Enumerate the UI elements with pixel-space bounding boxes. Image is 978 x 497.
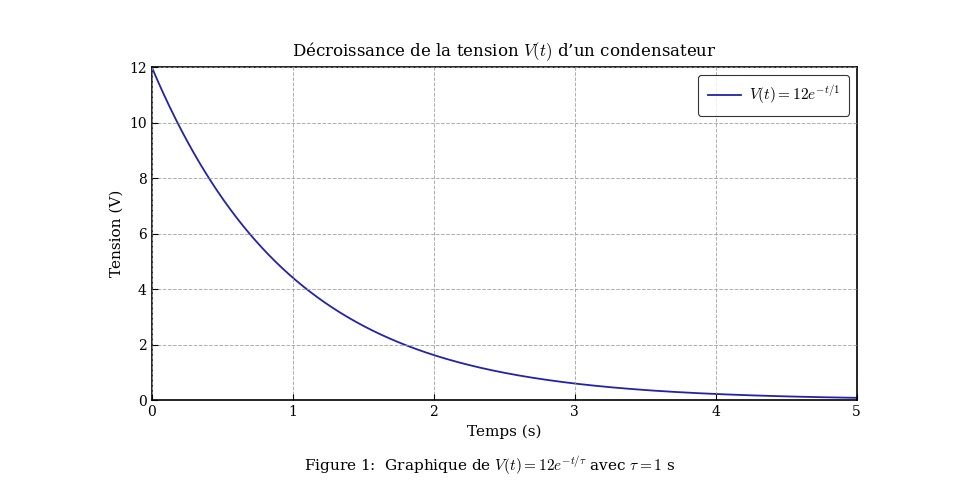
$V(t) = 12e^{-t/1}$ [146, 64, 157, 70]
$V(t) = 12e^{-t/1}$ [850, 395, 862, 401]
$V(t) = 12e^{-t/1}$ [182, 139, 194, 145]
Text: Figure 1:  Graphique de $V(t) = 12e^{-t/\tau}$ avec $\tau = 1$ s: Figure 1: Graphique de $V(t) = 12e^{-t/\… [303, 455, 675, 477]
$V(t) = 12e^{-t/1}$ [700, 391, 712, 397]
X-axis label: Temps (s): Temps (s) [467, 424, 541, 439]
Legend: $V(t) = 12e^{-t/1}$: $V(t) = 12e^{-t/1}$ [697, 75, 848, 115]
Title: Décroissance de la tension $V(t)$ d’un condensateur: Décroissance de la tension $V(t)$ d’un c… [291, 40, 716, 63]
Y-axis label: Tension (V): Tension (V) [110, 190, 123, 277]
$V(t) = 12e^{-t/1}$ [829, 395, 841, 401]
$V(t) = 12e^{-t/1}$ [829, 395, 841, 401]
$V(t) = 12e^{-t/1}$ [488, 368, 500, 374]
Line: $V(t) = 12e^{-t/1}$: $V(t) = 12e^{-t/1}$ [152, 67, 856, 398]
$V(t) = 12e^{-t/1}$ [469, 364, 481, 370]
